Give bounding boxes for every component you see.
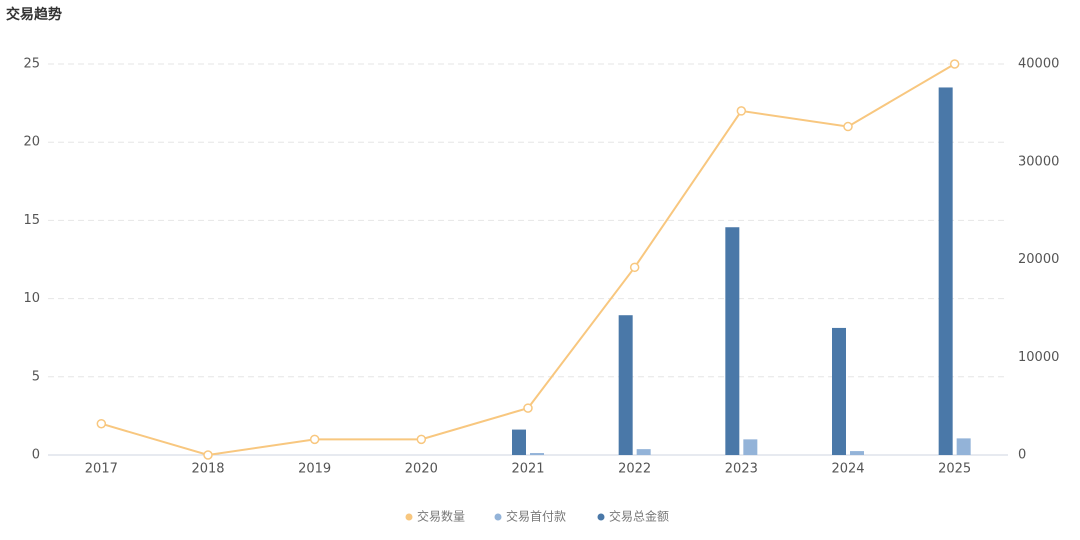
bar	[725, 227, 740, 455]
y-tick-label: 0	[32, 448, 40, 463]
bar	[956, 438, 971, 455]
x-tick-label: 2020	[405, 462, 438, 477]
bar	[530, 453, 544, 455]
x-tick-label: 2024	[831, 462, 864, 477]
legend-marker	[405, 513, 413, 521]
y-tick-label: 10	[23, 291, 40, 306]
line-point	[843, 121, 853, 132]
legend-label: 交易总金额	[609, 509, 669, 524]
line-point	[309, 434, 320, 445]
line-point	[949, 59, 960, 69]
line	[101, 63, 956, 457]
y2-tick-label: 0	[1018, 448, 1026, 463]
x-tick-label: 2019	[298, 462, 331, 477]
line-point	[523, 403, 533, 413]
legend-label: 交易首付款	[506, 509, 566, 524]
y-tick-label: 25	[23, 57, 40, 72]
bar	[512, 429, 526, 455]
bar	[938, 87, 953, 456]
bar	[743, 439, 758, 455]
legend-marker	[597, 513, 605, 521]
y-tick-label: 15	[23, 213, 40, 228]
y2-tick-label: 20000	[1018, 252, 1059, 267]
legend-label: 交易数量	[417, 509, 465, 524]
x-tick-label: 2017	[85, 462, 118, 477]
bar	[618, 315, 633, 455]
line-point	[203, 450, 213, 460]
legend-marker	[494, 513, 502, 521]
x-tick-label: 2018	[191, 462, 224, 477]
y2-tick-label: 40000	[1018, 57, 1059, 72]
chart-title: 交易趋势	[6, 6, 62, 23]
x-tick-label: 2023	[725, 462, 758, 477]
bar	[832, 327, 846, 455]
y-tick-label: 5	[32, 369, 40, 384]
line-point	[96, 418, 107, 429]
line-point	[629, 262, 640, 273]
line-point	[736, 106, 747, 116]
y2-tick-label: 30000	[1018, 154, 1059, 169]
line-point	[416, 434, 427, 445]
x-tick-label: 2021	[511, 462, 544, 477]
bar	[636, 449, 651, 455]
x-tick-label: 2022	[618, 462, 651, 477]
y2-tick-label: 10000	[1018, 350, 1059, 365]
y-tick-label: 20	[23, 135, 40, 150]
bar	[850, 451, 864, 455]
x-tick-label: 2025	[938, 462, 971, 477]
